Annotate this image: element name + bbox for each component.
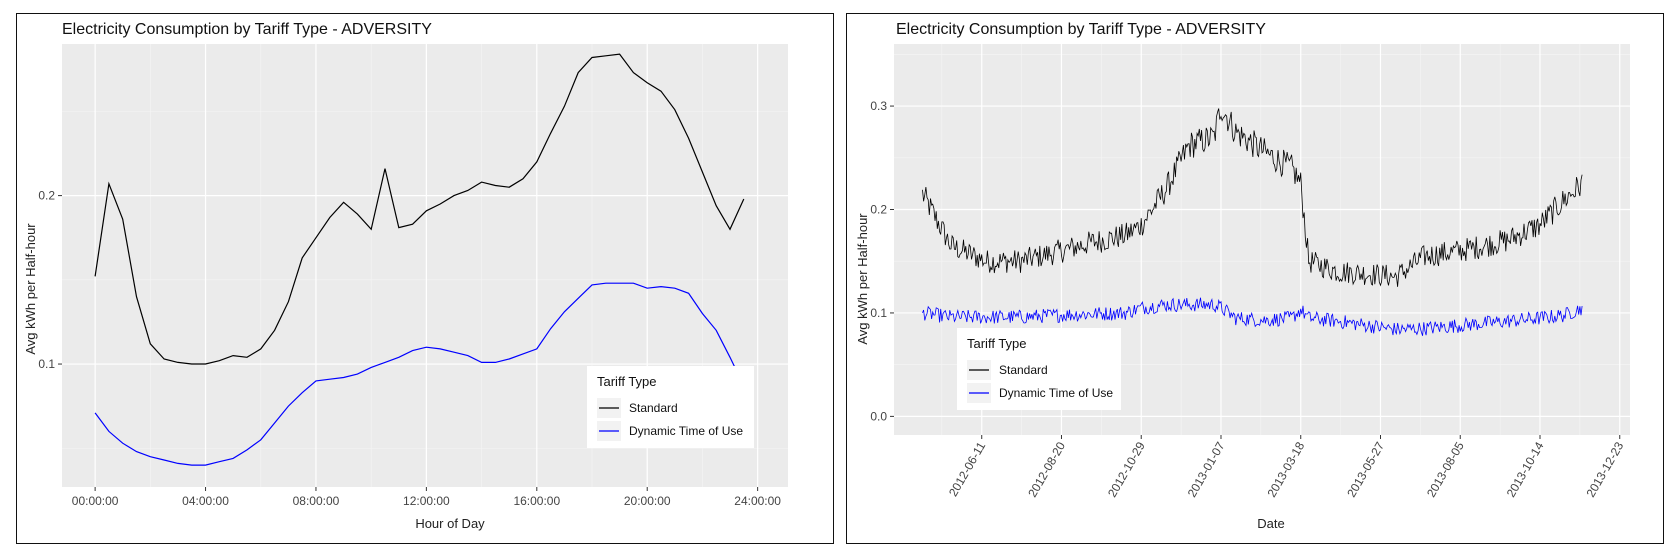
x-tick-label: 2013-03-18 (1265, 439, 1308, 499)
y-tick-label: 0.1 (38, 357, 55, 371)
series-line-dynamic (922, 297, 1583, 336)
series-line-dynamic (94, 282, 745, 466)
x-tick-label: 2013-01-07 (1185, 439, 1228, 499)
x-tick-label: 2013-05-27 (1344, 439, 1387, 499)
x-tick-label: 2013-08-05 (1424, 439, 1467, 499)
x-tick-label: 2013-12-23 (1584, 439, 1627, 499)
x-tick-label: 2013-10-14 (1504, 439, 1547, 499)
y-tick-label: 0.2 (870, 203, 887, 217)
x-axis-title: Hour of Day (415, 516, 485, 531)
x-tick-label: 00:00:00 (72, 494, 119, 508)
hour-of-day-chart: Electricity Consumption by Tariff Type -… (23, 21, 788, 531)
legend-label-standard: Standard (999, 363, 1048, 377)
legend: Tariff Type Standard Dynamic Time of Use (957, 328, 1121, 410)
chart-title: Electricity Consumption by Tariff Type -… (896, 21, 1266, 38)
y-tick-label: 0.1 (870, 306, 887, 320)
x-tick-label: 20:00:00 (624, 494, 671, 508)
legend-label-dynamic: Dynamic Time of Use (999, 386, 1113, 400)
x-tick-label: 12:00:00 (403, 494, 450, 508)
x-tick-label: 2012-08-20 (1025, 439, 1068, 499)
x-tick-label: 24:00:00 (734, 494, 781, 508)
date-chart: Electricity Consumption by Tariff Type -… (855, 21, 1630, 531)
legend-title: Tariff Type (597, 374, 657, 389)
tick-labels: 00:00:00 04:00:00 08:00:00 12:00:00 16:00:00… (38, 189, 781, 508)
legend-title: Tariff Type (967, 336, 1027, 351)
y-axis-title: Avg kWh per Half-hour (855, 213, 870, 345)
y-axis-title: Avg kWh per Half-hour (23, 223, 38, 355)
series-lines (94, 53, 745, 466)
chart-title: Electricity Consumption by Tariff Type -… (62, 21, 432, 38)
legend-label-dynamic: Dynamic Time of Use (629, 424, 743, 438)
legend-label-standard: Standard (629, 401, 678, 415)
date-chart-panel: Electricity Consumption by Tariff Type -… (846, 13, 1664, 544)
x-tick-label: 08:00:00 (293, 494, 340, 508)
x-tick-label: 2012-06-11 (946, 439, 989, 499)
series-line-standard (922, 108, 1583, 287)
hour-of-day-chart-panel: Electricity Consumption by Tariff Type -… (16, 13, 834, 544)
y-tick-label: 0.2 (38, 189, 55, 203)
x-tick-label: 2012-10-29 (1105, 439, 1148, 499)
series-lines (922, 108, 1583, 336)
x-axis-title: Date (1257, 516, 1284, 531)
y-tick-label: 0.3 (870, 99, 887, 113)
series-line-standard (94, 53, 745, 365)
legend: Tariff Type Standard Dynamic Time of Use (587, 366, 754, 448)
y-tick-label: 0.0 (870, 409, 887, 423)
x-tick-label: 04:00:00 (182, 494, 229, 508)
x-tick-label: 16:00:00 (513, 494, 560, 508)
